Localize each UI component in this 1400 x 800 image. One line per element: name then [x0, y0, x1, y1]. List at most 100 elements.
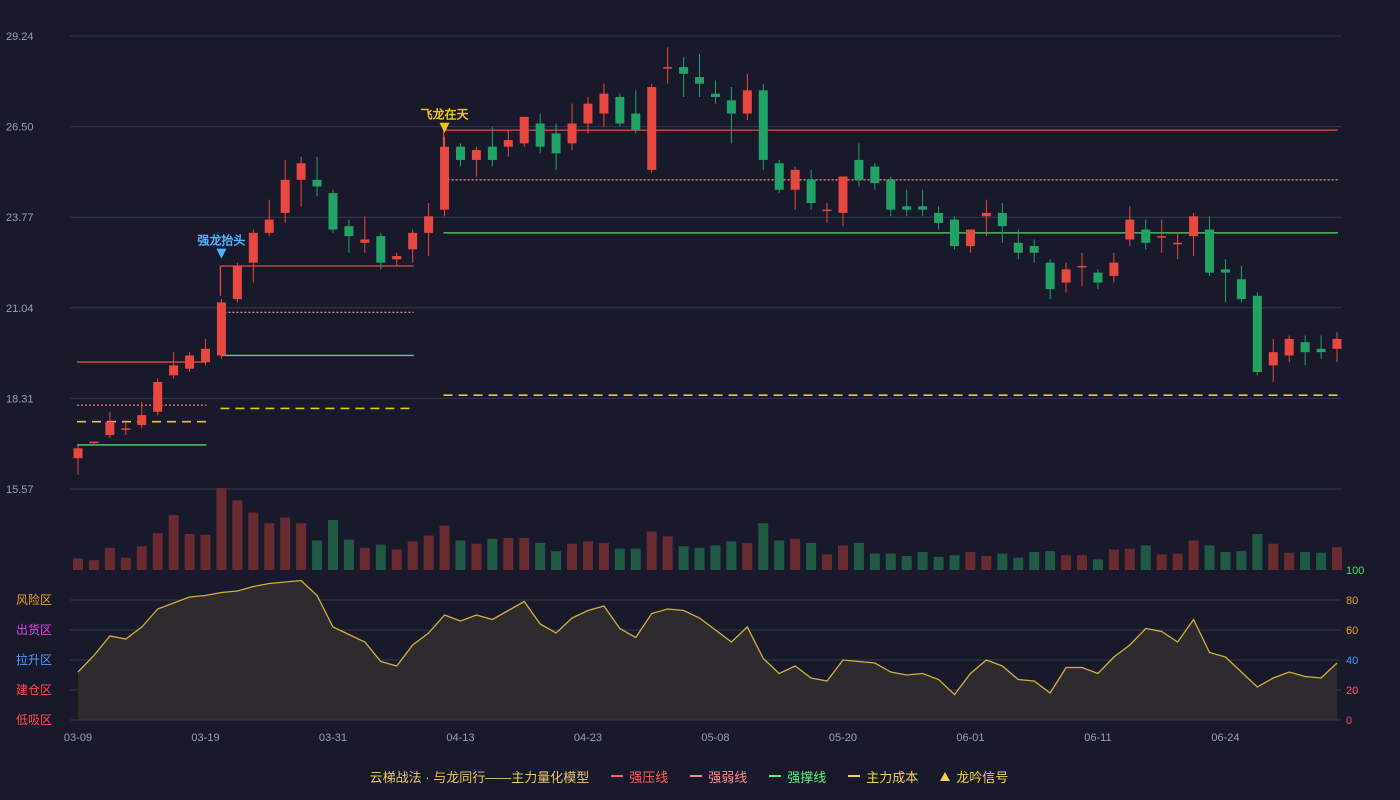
volume-bar — [981, 556, 992, 570]
legend-label: 强弱线 — [708, 769, 748, 785]
volume-bar — [582, 541, 593, 570]
volume-bar — [662, 536, 673, 570]
volume-bar — [1204, 545, 1215, 570]
candle-body — [1173, 242, 1183, 245]
candle-body — [1093, 272, 1103, 283]
candle-body — [981, 212, 991, 217]
legend-label: 强压线 — [629, 769, 669, 785]
volume-bar — [1332, 547, 1342, 570]
signal-label: 强龙抬头 — [197, 233, 245, 248]
volume-bar — [471, 543, 482, 570]
volume-bar — [312, 540, 323, 570]
candle-body — [790, 169, 800, 190]
volume-bar — [359, 547, 370, 570]
volume-bar — [678, 546, 689, 570]
candle-body — [950, 219, 960, 247]
candle-body — [1316, 348, 1326, 353]
candle-body — [487, 146, 497, 160]
y-tick-label: 18.31 — [6, 393, 34, 405]
volume-bar — [136, 546, 147, 570]
volume-bar — [1108, 549, 1119, 570]
candle-body — [1045, 262, 1055, 290]
candle-body — [344, 226, 354, 237]
volume-bar — [1284, 552, 1295, 570]
volume-bar — [264, 523, 275, 570]
candle-body — [567, 123, 577, 144]
candle-body — [105, 421, 115, 435]
candle-body — [886, 179, 896, 210]
volume-bar — [758, 523, 769, 570]
volume-bar — [726, 541, 737, 570]
volume-bar — [806, 542, 817, 570]
osc-y-tick-label: 40 — [1346, 655, 1358, 667]
volume-bar — [503, 538, 514, 570]
volume-bar — [343, 539, 354, 570]
candle-body — [232, 265, 242, 300]
legend-label: 龙吟信号 — [956, 769, 1009, 785]
candle-body — [248, 232, 258, 263]
legend-label: 主力成本 — [866, 769, 919, 785]
volume-bar — [949, 555, 960, 570]
candle-body — [360, 239, 370, 243]
candle-body — [1236, 279, 1246, 300]
volume-bar — [646, 531, 657, 570]
volume-bar — [630, 548, 641, 570]
volume-bar — [391, 549, 402, 570]
osc-y-tick-label: 80 — [1346, 595, 1358, 607]
volume-bar — [1268, 543, 1279, 570]
oscillator-panel — [70, 579, 1341, 721]
volume-bar — [1013, 557, 1024, 570]
candle-body — [934, 212, 944, 223]
legend-item-support: 强撑线 — [769, 767, 826, 786]
candle-body — [137, 415, 147, 426]
volume-bar — [837, 545, 848, 570]
oscillator-area — [78, 580, 1337, 720]
candle-body — [1141, 229, 1151, 243]
volume-bar — [1172, 553, 1183, 570]
y-tick-label: 23.77 — [6, 212, 34, 224]
volume-bar — [1236, 551, 1247, 570]
candle-body — [1157, 236, 1167, 238]
candle-body — [1284, 338, 1294, 356]
candle-body — [376, 236, 386, 263]
volume-bar — [375, 544, 386, 570]
candle-body — [1109, 262, 1119, 276]
legend-item-pressure: 强压线 — [611, 767, 668, 786]
volume-bar — [216, 488, 227, 570]
candle-body — [742, 90, 752, 114]
legend-item-cost: 主力成本 — [848, 767, 918, 786]
legend-label: 强撑线 — [787, 769, 827, 785]
candle-body — [1061, 269, 1071, 283]
candle-body — [726, 100, 736, 114]
legend-line-icon — [769, 775, 782, 777]
volume-bar — [327, 519, 338, 570]
oscillator-line — [77, 579, 1338, 696]
candle-body — [1205, 229, 1215, 273]
x-tick-label: 06-01 — [956, 732, 984, 744]
x-tick-label: 06-11 — [1084, 732, 1111, 744]
zone-label: 建仓区 — [16, 683, 52, 697]
legend-title: 云梯战法 · 与龙同行——主力量化模型 — [369, 769, 590, 785]
candle-body — [440, 146, 450, 210]
price-grid — [70, 35, 1341, 490]
candle-body — [631, 113, 641, 131]
zone-label: 风险区 — [16, 592, 52, 607]
candle-body — [424, 216, 434, 233]
candle-body — [153, 381, 163, 412]
candle-body — [695, 77, 705, 84]
volume-bar — [853, 542, 864, 570]
x-tick-label: 04-13 — [446, 732, 474, 744]
candle-body — [551, 133, 561, 154]
volume-bar — [614, 548, 625, 570]
volume-bar — [104, 547, 115, 570]
volume-bars — [73, 488, 1342, 570]
candle-body — [503, 140, 513, 147]
candle-body — [1077, 265, 1087, 268]
candle-body — [822, 209, 832, 212]
volume-bar — [1252, 533, 1263, 570]
candle-body — [89, 441, 99, 444]
volume-bar — [200, 534, 211, 570]
x-tick-label: 03-19 — [191, 732, 219, 744]
candle-body — [774, 163, 784, 190]
volume-bar — [407, 541, 418, 570]
